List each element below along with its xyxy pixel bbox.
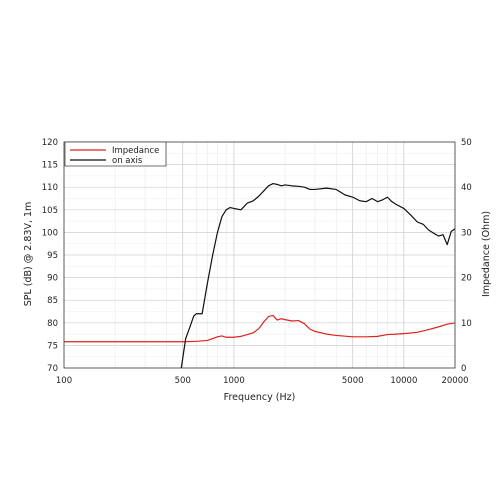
y-left-tick-label: 75 [47,341,58,351]
x-tick-label: 100 [56,376,72,386]
y-axis-right-title: Impedance (Ohm) [481,211,492,297]
y-right-tick-label: 0 [461,364,466,374]
x-tick-label: 10000 [390,376,417,386]
y-left-tick-label: 105 [42,206,58,216]
y-left-tick-label: 120 [42,138,58,148]
legend: Impedance on axis [64,141,167,167]
y-left-tick-label: 115 [42,161,58,171]
y-right-tick-label: 30 [461,228,472,238]
tick-labels: 100 500 1000 5000 10000 200007075808590951001… [42,138,472,386]
y-left-tick-label: 95 [47,251,58,261]
series-layer [64,182,455,368]
y-right-tick-label: 50 [461,138,472,148]
y-axis-left-title: SPL (dB) @ 2.83V, 1m [23,202,34,307]
x-axis-title: Frequency (Hz) [224,392,296,403]
y-left-tick-label: 80 [47,319,58,329]
x-tick-label: 5000 [342,376,364,386]
legend-box [64,141,167,167]
x-tick-label: 1000 [223,376,245,386]
y-right-tick-label: 20 [461,274,472,284]
y-right-tick-label: 10 [461,319,472,329]
plot-frame [63,141,456,369]
y-left-tick-label: 100 [42,228,58,238]
legend-label-impedance: Impedance [112,146,159,156]
y-left-tick-label: 110 [42,183,58,193]
grid [64,142,455,368]
y-right-tick-label: 40 [461,183,472,193]
legend-label-on-axis: on axis [112,156,143,166]
y-left-tick-label: 70 [47,364,58,374]
y-left-tick-label: 90 [47,274,58,284]
series-line-on-axis [180,182,455,368]
y-left-tick-label: 85 [47,296,58,306]
series-line-impedance [64,314,455,343]
x-tick-label: 20000 [441,376,468,386]
x-tick-label: 500 [175,376,191,386]
